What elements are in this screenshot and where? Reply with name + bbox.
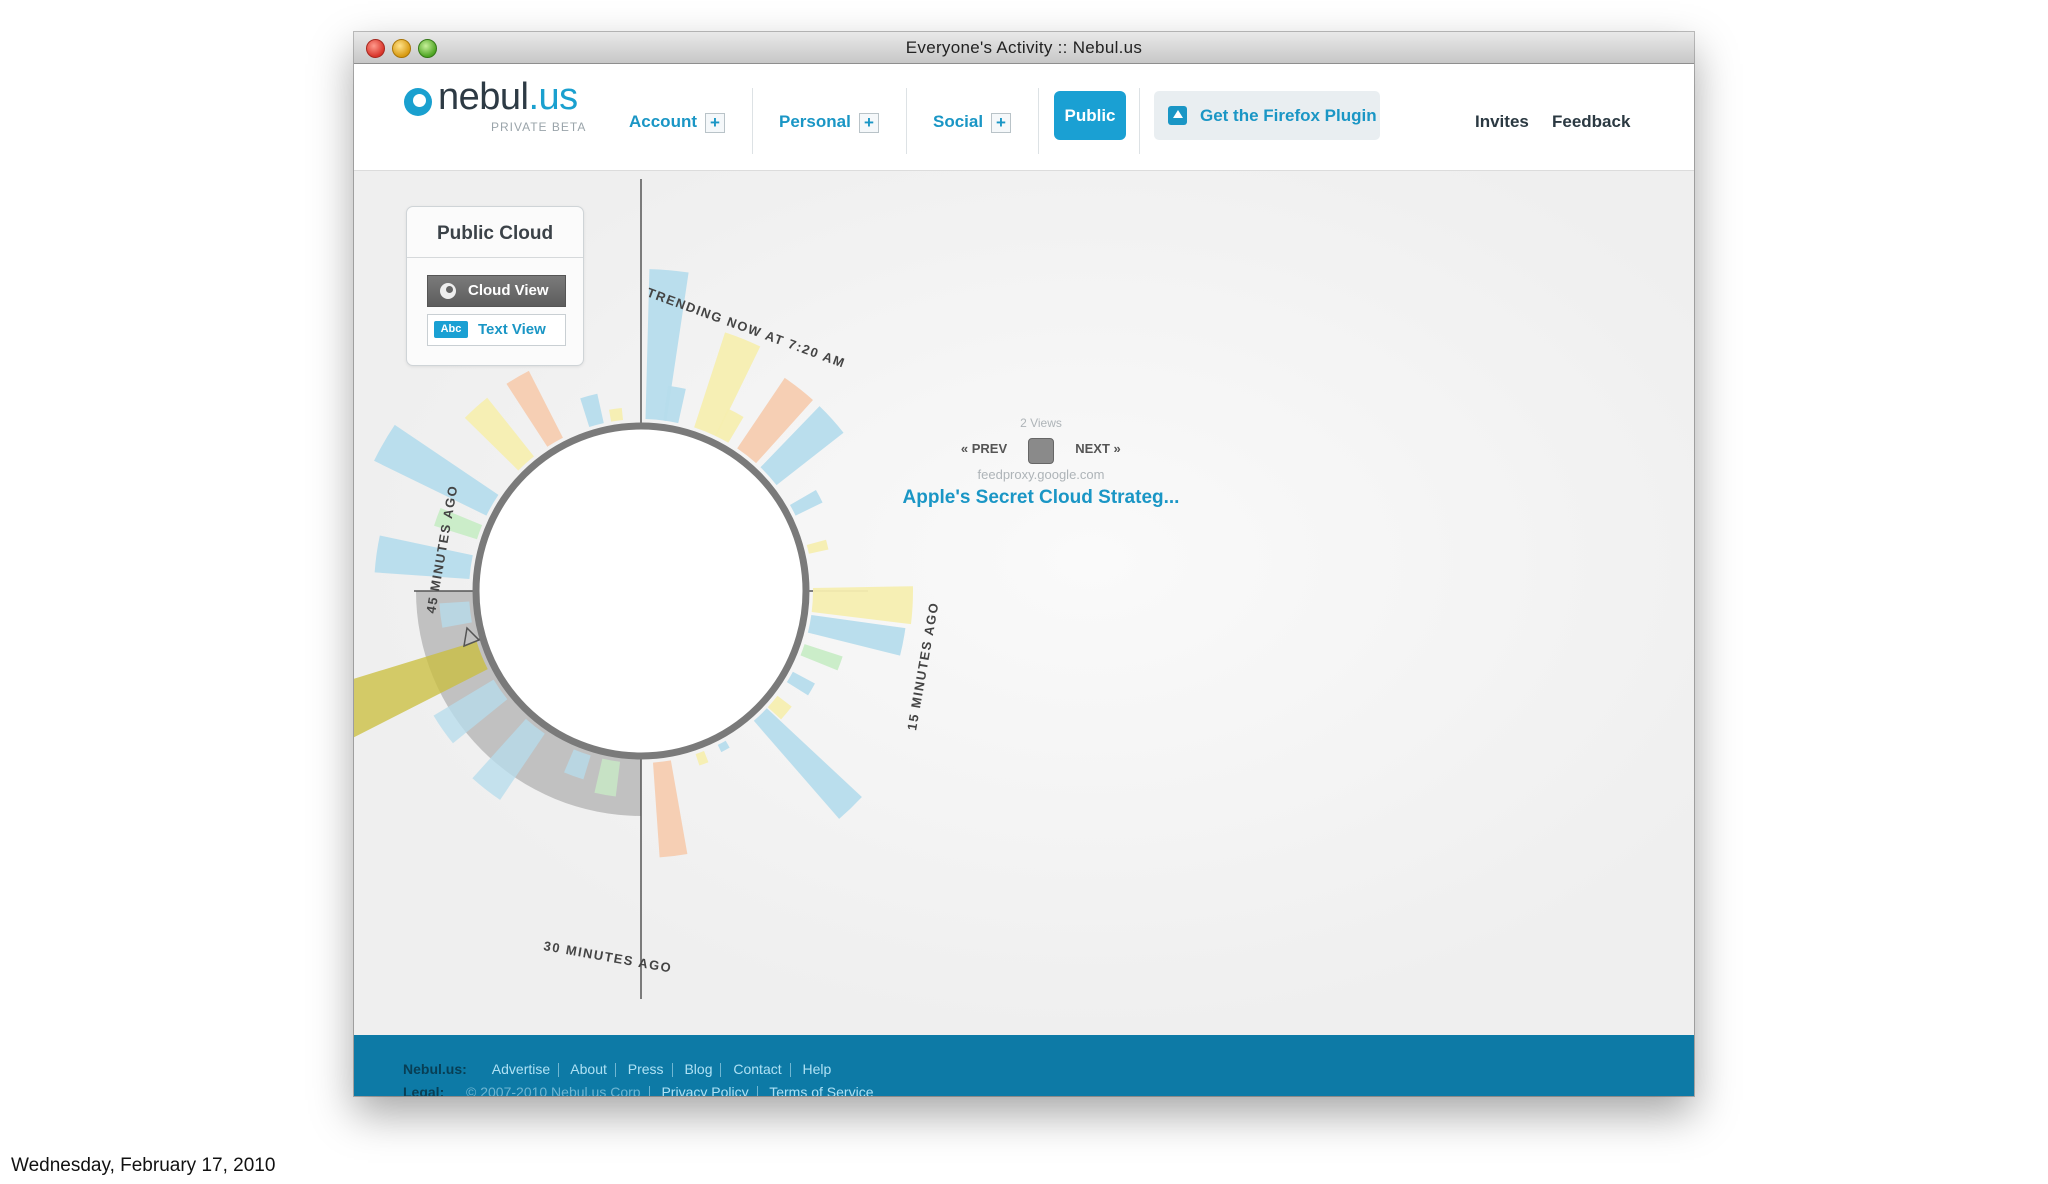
activity-bar[interactable] (760, 406, 844, 486)
personal-plus-icon[interactable]: + (859, 113, 879, 133)
activity-bar[interactable] (652, 760, 688, 858)
activity-bar[interactable] (645, 269, 689, 421)
center-circle[interactable] (472, 422, 810, 760)
footer-copyright: © 2007-2010 Nebul.us Corp (466, 1084, 641, 1096)
activity-bar[interactable] (807, 614, 906, 656)
activity-bar[interactable] (439, 601, 472, 628)
panel-title: Public Cloud (436, 223, 554, 244)
activity-bar[interactable] (594, 758, 621, 797)
footer-advertise[interactable]: Advertise (491, 1061, 551, 1077)
activity-bar[interactable] (753, 708, 862, 819)
activity-bars (354, 269, 913, 858)
activity-bar[interactable] (564, 749, 591, 780)
activity-bar[interactable] (433, 679, 508, 744)
footer-help[interactable]: Help (802, 1061, 832, 1077)
activity-bar[interactable] (717, 740, 730, 753)
next-link[interactable]: NEXT » (1075, 441, 1121, 456)
top-navigation: nebul.us PRIVATE BETA Account + Personal… (354, 64, 1694, 171)
prev-link[interactable]: « PREV (960, 441, 1008, 456)
source-domain: feedproxy.google.com (977, 467, 1105, 482)
activity-bar[interactable] (695, 751, 709, 766)
nav-social[interactable]: Social (933, 112, 984, 131)
download-icon (1168, 106, 1187, 125)
footer-press[interactable]: Press (627, 1061, 664, 1077)
activity-bar[interactable] (434, 507, 483, 540)
footer-terms[interactable]: Terms of Service (769, 1084, 874, 1096)
activity-bar[interactable] (806, 539, 829, 554)
feedback-link[interactable]: Feedback (1552, 112, 1631, 131)
text-view-button[interactable]: Abc Text View (427, 314, 566, 346)
views-count: 2 Views (1020, 416, 1062, 430)
footer-privacy[interactable]: Privacy Policy (661, 1084, 749, 1096)
text-view-icon: Abc (434, 321, 468, 338)
minimize-window-icon[interactable] (392, 39, 411, 58)
window-title: Everyone's Activity :: Nebul.us (905, 38, 1143, 57)
footer-legal-label: Legal: (403, 1084, 445, 1096)
headline-link[interactable]: Apple's Secret Cloud Strateg... (902, 487, 1180, 508)
logo-wordmark: nebul.us (438, 76, 578, 118)
account-plus-icon[interactable]: + (705, 113, 725, 133)
footer-brand: Nebul.us: (403, 1061, 467, 1077)
footer-blog[interactable]: Blog (684, 1061, 713, 1077)
activity-bar[interactable] (789, 490, 823, 516)
nav-divider (1139, 88, 1140, 154)
footer-contact[interactable]: Contact (733, 1061, 782, 1077)
footer-about[interactable]: About (570, 1061, 607, 1077)
activity-bar[interactable] (580, 393, 604, 427)
activity-bar[interactable] (767, 695, 792, 720)
nav-personal[interactable]: Personal (779, 112, 851, 131)
zoom-window-icon[interactable] (418, 39, 437, 58)
cloud-view-icon (440, 283, 456, 299)
title-bar[interactable]: Everyone's Activity :: Nebul.us (354, 32, 1694, 64)
activity-bar[interactable] (800, 644, 843, 671)
activity-bar[interactable] (786, 671, 815, 696)
activity-bar[interactable] (737, 377, 813, 464)
activity-bar[interactable] (663, 385, 686, 424)
activity-bar[interactable] (374, 424, 499, 516)
logo-tagline: PRIVATE BETA (491, 120, 587, 134)
cloud-view-label: Cloud View (468, 282, 549, 299)
cloud-view-button[interactable]: Cloud View (427, 275, 566, 307)
nebulus-logo-icon (404, 88, 432, 116)
nav-public[interactable]: Public (1054, 91, 1126, 140)
footer-legal: Legal: © 2007-2010 Nebul.us Corp Privacy… (403, 1084, 873, 1096)
social-plus-icon[interactable]: + (991, 113, 1011, 133)
firefox-plugin-button[interactable]: Get the Firefox Plugin (1154, 91, 1380, 140)
nav-divider (1038, 88, 1039, 154)
footer: Nebul.us: Advertise About Press Blog Con… (354, 1035, 1694, 1096)
text-view-label: Text View (478, 321, 546, 338)
activity-bar[interactable] (506, 370, 563, 447)
activity-bar[interactable] (354, 641, 488, 760)
invites-link[interactable]: Invites (1475, 112, 1529, 131)
main-content: Public Cloud Cloud View Abc Text View (354, 171, 1694, 1035)
panel-divider (407, 257, 583, 258)
favicon-icon (1028, 438, 1054, 464)
nav-account[interactable]: Account (629, 112, 697, 131)
firefox-plugin-label: Get the Firefox Plugin (1200, 106, 1377, 125)
close-window-icon[interactable] (366, 39, 385, 58)
activity-bar[interactable] (374, 535, 473, 580)
label-30-minutes-ago: 30 MINUTES AGO (542, 938, 673, 975)
activity-bar[interactable] (609, 408, 624, 422)
activity-bar[interactable] (464, 397, 534, 471)
activity-bar[interactable] (472, 718, 545, 800)
public-cloud-panel: Public Cloud Cloud View Abc Text View (406, 206, 584, 366)
activity-bar[interactable] (715, 408, 744, 443)
pointer-arrow-icon (463, 626, 481, 648)
activity-bar[interactable] (694, 332, 761, 437)
activity-radial-chart: TRENDING NOW AT 7:20 AM 15 MINUTES AGO 3… (354, 179, 942, 999)
nav-divider (906, 88, 907, 154)
nav-divider (752, 88, 753, 154)
activity-bar[interactable] (811, 586, 913, 625)
slide-date: Wednesday, February 17, 2010 (11, 1155, 276, 1176)
footer-links: Nebul.us: Advertise About Press Blog Con… (403, 1061, 832, 1078)
browser-window: Everyone's Activity :: Nebul.us nebul.us… (354, 32, 1694, 1096)
